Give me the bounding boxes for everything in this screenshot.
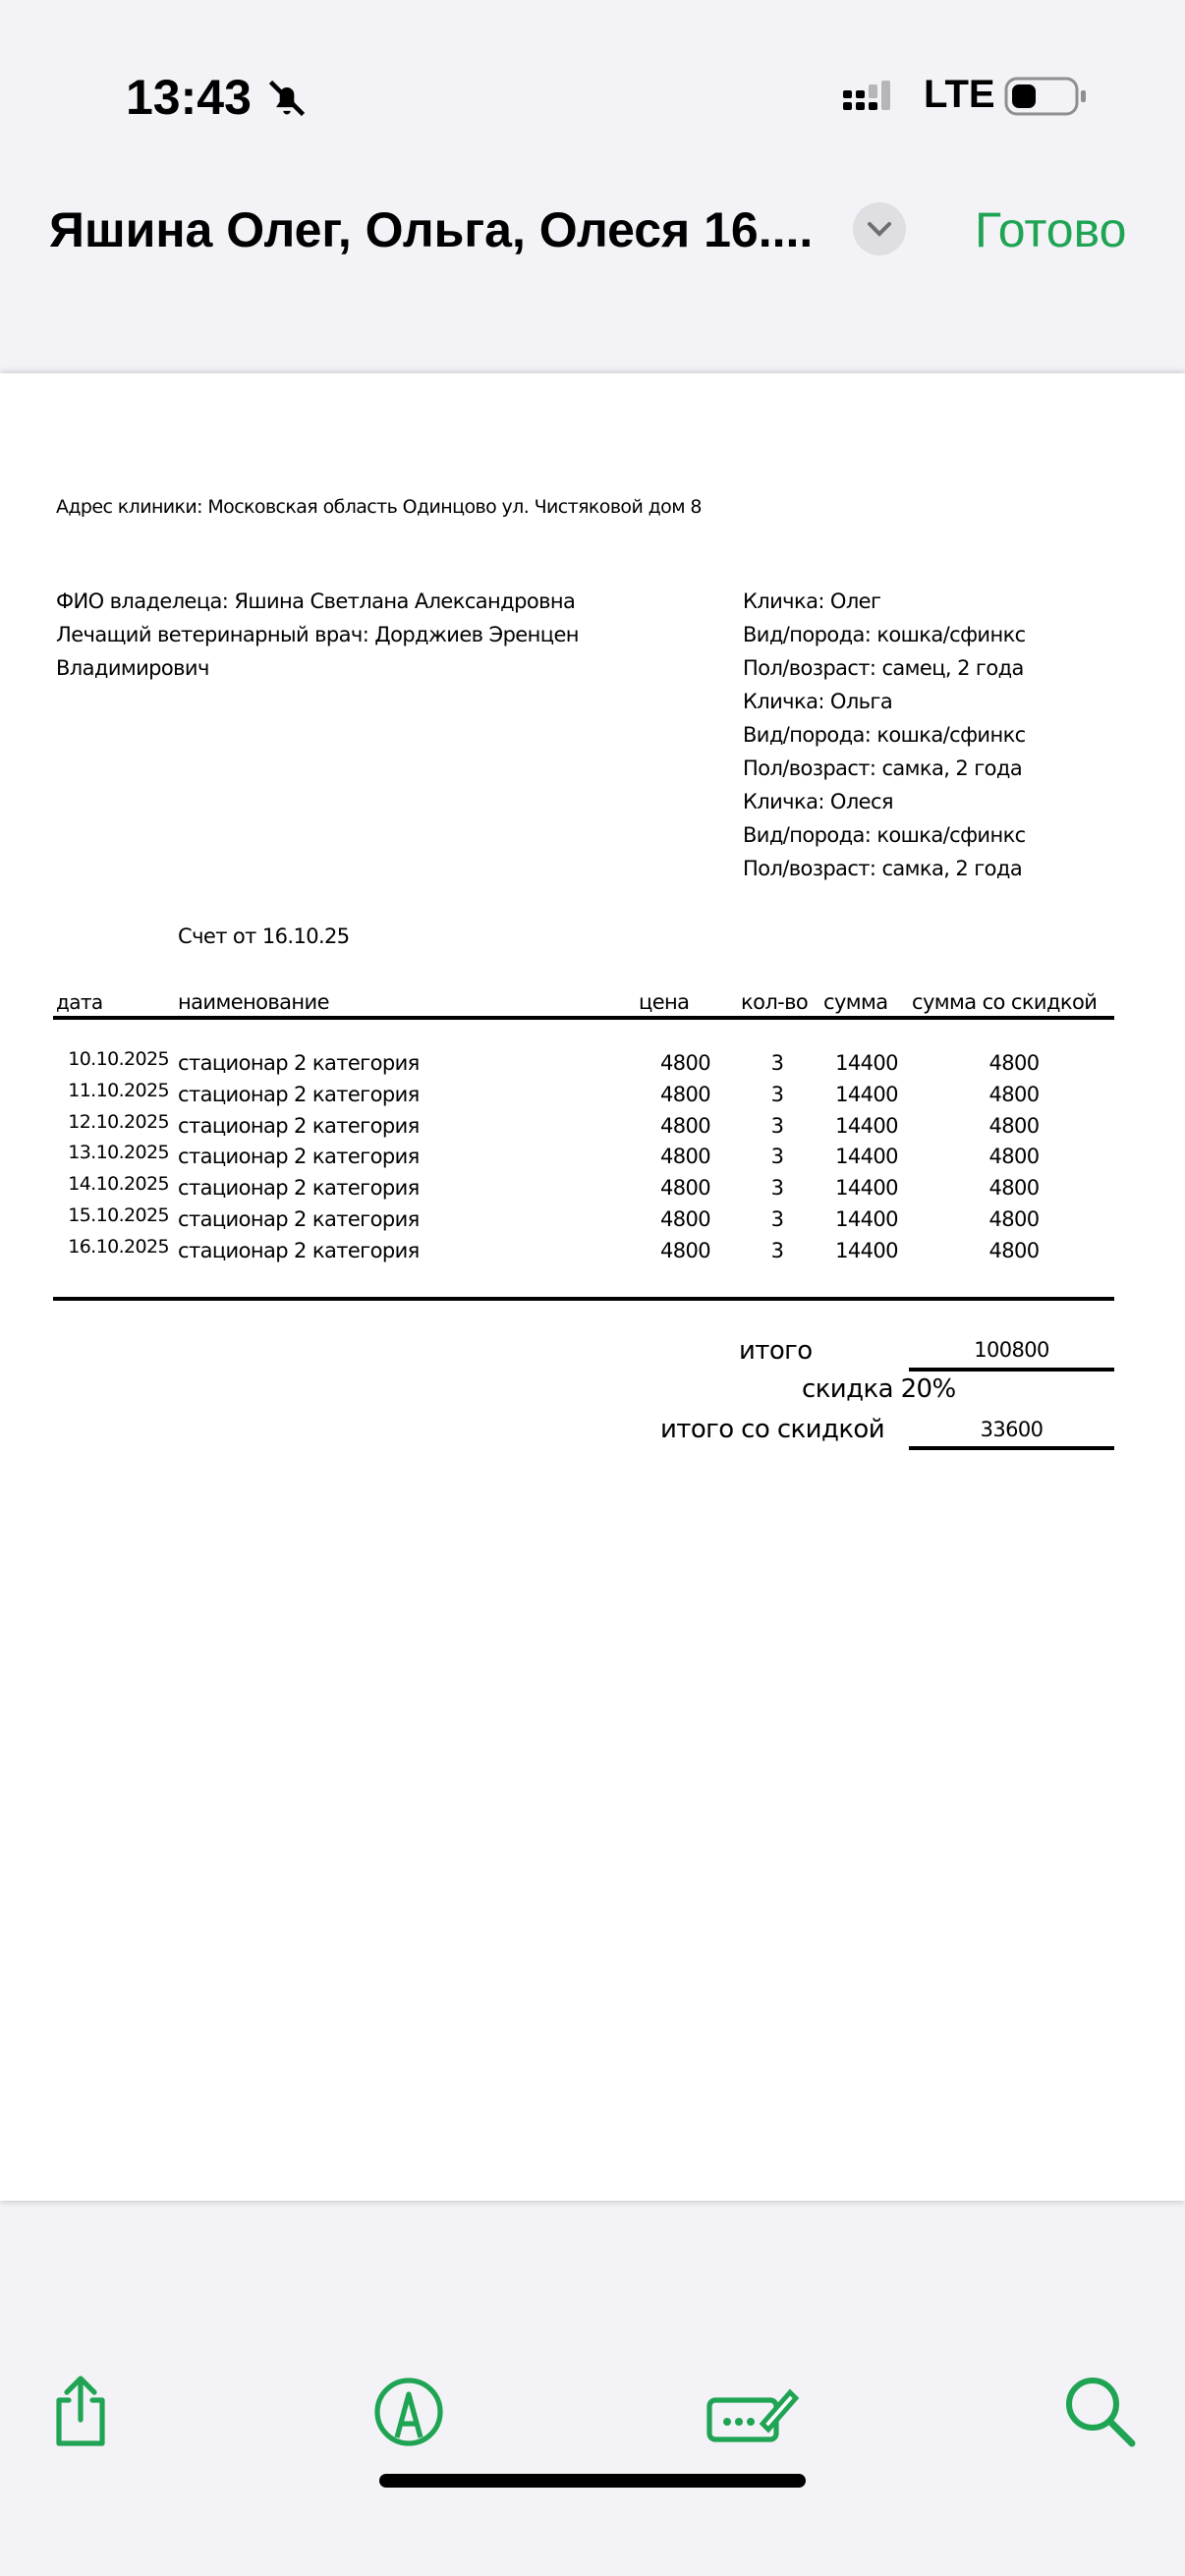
row-disc: 4800 xyxy=(988,1238,1040,1262)
col-disc: сумма со скидкой xyxy=(912,990,1098,1014)
doctor-name-cont: Владимирович xyxy=(56,656,209,680)
row-name: стационар 2 категория xyxy=(178,1176,420,1201)
document-page xyxy=(0,373,1185,2201)
table-end-rule xyxy=(53,1297,1114,1301)
total-label: итого xyxy=(739,1336,813,1366)
row-price: 4800 xyxy=(659,1176,711,1201)
row-name: стационар 2 категория xyxy=(178,1082,420,1106)
invoice-date: Счет от 16.10.25 xyxy=(178,924,350,948)
row-price: 4800 xyxy=(659,1113,711,1138)
row-date: 11.10.2025 xyxy=(68,1079,169,1101)
total-value: 100800 xyxy=(974,1338,1049,1362)
pet-info-line: Пол/возраст: самка, 2 года xyxy=(743,857,1023,880)
row-sum: 14400 xyxy=(835,1207,898,1231)
row-sum: 14400 xyxy=(835,1051,898,1075)
row-date: 15.10.2025 xyxy=(68,1204,169,1226)
pet-info-line: Вид/порода: кошка/сфинкс xyxy=(743,823,1026,847)
row-qty: 3 xyxy=(770,1238,784,1262)
battery-icon xyxy=(1004,77,1086,116)
row-qty: 3 xyxy=(770,1113,784,1138)
row-sum: 14400 xyxy=(835,1113,898,1138)
row-disc: 4800 xyxy=(988,1145,1040,1169)
pet-info-line: Кличка: Олеся xyxy=(743,790,894,813)
row-qty: 3 xyxy=(770,1082,784,1106)
row-disc: 4800 xyxy=(988,1113,1040,1138)
pet-info-line: Вид/порода: кошка/сфинкс xyxy=(743,623,1026,646)
row-date: 13.10.2025 xyxy=(68,1142,169,1164)
home-indicator[interactable] xyxy=(379,2474,806,2488)
total-rule xyxy=(909,1368,1114,1372)
row-name: стационар 2 категория xyxy=(178,1238,420,1262)
clinic-address: Адрес клиники: Московская область Одинцо… xyxy=(56,496,702,518)
row-date: 14.10.2025 xyxy=(68,1173,169,1196)
row-sum: 14400 xyxy=(835,1145,898,1169)
row-disc: 4800 xyxy=(988,1176,1040,1201)
row-disc: 4800 xyxy=(988,1082,1040,1106)
row-name: стационар 2 категория xyxy=(178,1207,420,1231)
signal-icon xyxy=(843,81,890,110)
pet-info-line: Вид/порода: кошка/сфинкс xyxy=(743,723,1026,747)
pet-info-line: Кличка: Олег xyxy=(743,589,881,613)
pet-info-line: Пол/возраст: самка, 2 года xyxy=(743,756,1023,780)
chevron-down-icon xyxy=(868,222,891,237)
row-date: 10.10.2025 xyxy=(68,1048,169,1070)
owner-name: ФИО владелеца: Яшина Светлана Александро… xyxy=(56,589,576,613)
row-disc: 4800 xyxy=(988,1051,1040,1075)
share-icon[interactable] xyxy=(41,2373,120,2451)
col-qty: кол-во xyxy=(741,990,809,1014)
row-sum: 14400 xyxy=(835,1082,898,1106)
discount-label: скидка 20% xyxy=(802,1374,956,1404)
col-date: дата xyxy=(56,990,103,1014)
row-qty: 3 xyxy=(770,1207,784,1231)
row-qty: 3 xyxy=(770,1176,784,1201)
row-price: 4800 xyxy=(659,1082,711,1106)
status-time: 13:43 xyxy=(126,70,252,125)
title-menu-button[interactable] xyxy=(853,202,906,255)
row-price: 4800 xyxy=(659,1145,711,1169)
total-discount-label: итого со скидкой xyxy=(660,1415,885,1444)
pet-info-line: Пол/возраст: самец, 2 года xyxy=(743,656,1024,680)
doctor-name: Лечащий ветеринарный врач: Дорджиев Эрен… xyxy=(56,623,579,646)
col-price: цена xyxy=(639,990,690,1014)
row-name: стационар 2 категория xyxy=(178,1145,420,1169)
network-label: LTE xyxy=(924,73,995,116)
bell-slash-icon xyxy=(268,80,306,117)
signature-icon[interactable] xyxy=(704,2373,802,2451)
row-date: 12.10.2025 xyxy=(68,1110,169,1133)
row-price: 4800 xyxy=(659,1238,711,1262)
total-discount-value: 33600 xyxy=(980,1418,1044,1441)
pet-info-line: Кличка: Ольга xyxy=(743,690,893,713)
row-sum: 14400 xyxy=(835,1238,898,1262)
row-price: 4800 xyxy=(659,1051,711,1075)
col-name: наименование xyxy=(178,990,330,1014)
row-disc: 4800 xyxy=(988,1207,1040,1231)
markup-icon[interactable] xyxy=(369,2373,448,2451)
col-sum: сумма xyxy=(823,990,888,1014)
row-price: 4800 xyxy=(659,1207,711,1231)
row-qty: 3 xyxy=(770,1145,784,1169)
total-discount-rule xyxy=(909,1446,1114,1450)
document-title[interactable]: Яшина Олег, Ольга, Олеся 16.... xyxy=(49,202,814,257)
header-rule xyxy=(53,1016,1114,1020)
row-name: стационар 2 категория xyxy=(178,1113,420,1138)
row-name: стационар 2 категория xyxy=(178,1051,420,1075)
row-date: 16.10.2025 xyxy=(68,1235,169,1258)
row-qty: 3 xyxy=(770,1051,784,1075)
row-sum: 14400 xyxy=(835,1176,898,1201)
done-button[interactable]: Готово xyxy=(975,202,1127,257)
search-icon[interactable] xyxy=(1061,2373,1140,2451)
